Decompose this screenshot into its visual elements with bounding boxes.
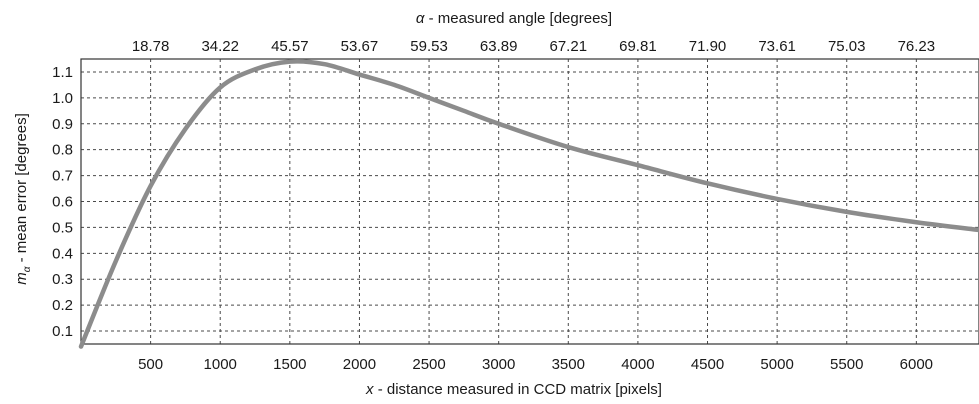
plot-area [80,58,979,345]
y-axis-title: mα - mean error [degrees] [13,113,33,285]
x-tick-label: 1000 [204,356,237,373]
x-axis-title: x - distance measured in CCD matrix [pix… [365,381,662,398]
y-axis-ticks: 0.1 0.2 0.3 0.4 0.5 0.6 0.7 0.8 0.9 1.0 1.1 [52,64,73,340]
y-tick-label: 1.0 [52,90,73,107]
x-tick-label: 4000 [621,356,654,373]
y-tick-label: 0.3 [52,271,73,288]
top-tick-label: 71.90 [689,38,727,55]
x-tick-label: 6000 [900,356,933,373]
top-tick-label: 73.61 [758,38,796,55]
top-tick-label: 75.03 [828,38,866,55]
x-tick-label: 3000 [482,356,515,373]
top-tick-label: 18.78 [132,38,170,55]
top-axis-ticks: 18.78 34.22 45.57 53.67 59.53 63.89 67.21 69.81… [132,38,935,55]
top-tick-label: 34.22 [201,38,239,55]
y-tick-label: 0.1 [52,323,73,340]
series-layer [78,59,979,349]
x-tick-label: 5500 [830,356,863,373]
x-tick-label: 2000 [343,356,376,373]
x-axis-ticks: 500 1000 1500 2000 2500 3000 3500 4000 4500 5000 5… [138,356,933,373]
x-tick-label: 4500 [691,356,724,373]
y-tick-label: 0.7 [52,168,73,185]
top-tick-label: 53.67 [341,38,379,55]
x-tick-label: 2500 [412,356,445,373]
x-tick-label: 5000 [760,356,793,373]
top-tick-label: 67.21 [550,38,588,55]
x-tick-label: 3500 [552,356,585,373]
top-tick-label: 59.53 [410,38,448,55]
top-tick-label: 45.57 [271,38,309,55]
top-axis-title: α - measured angle [degrees] [416,10,612,27]
top-tick-label: 69.81 [619,38,657,55]
x-tick-label: 500 [138,356,163,373]
y-tick-label: 0.5 [52,219,73,236]
y-tick-label: 0.4 [52,245,73,262]
x-tick-label: 1500 [273,356,306,373]
top-tick-label: 76.23 [898,38,936,55]
y-tick-label: 1.1 [52,64,73,81]
top-tick-label: 63.89 [480,38,518,55]
y-tick-label: 0.8 [52,142,73,159]
grid [81,59,979,344]
y-tick-label: 0.9 [52,116,73,133]
series-line [78,59,979,349]
y-tick-label: 0.6 [52,194,73,211]
y-tick-label: 0.2 [52,297,73,314]
